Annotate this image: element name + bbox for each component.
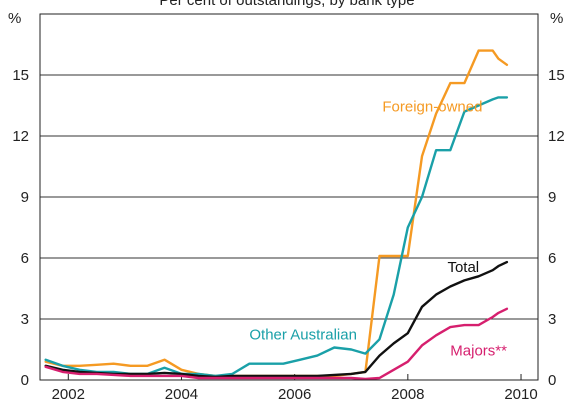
- right-axis-unit: %: [550, 10, 563, 27]
- x-tick-label: 2004: [165, 386, 198, 403]
- y-tick-label-left: 15: [12, 67, 29, 84]
- x-tick-label: 2008: [391, 386, 424, 403]
- y-tick-label-right: 6: [548, 250, 556, 267]
- y-tick-label-right: 0: [548, 372, 556, 389]
- x-tick-label: 2002: [52, 386, 85, 403]
- chart-subtitle: Per cent of outstandings, by bank type: [159, 0, 414, 9]
- series-label-other-australian: Other Australian: [249, 326, 357, 343]
- series-line-total: [44, 260, 509, 379]
- y-tick-label-left: 6: [21, 250, 29, 267]
- y-tick-label-left: 0: [21, 372, 29, 389]
- series-labels: Foreign-owned Other Australian Total Majors…: [249, 99, 507, 360]
- series-label-majors: Majors**: [450, 343, 507, 360]
- left-y-tick-labels: 0 3 6 9 12 15: [12, 67, 29, 389]
- series-line-majors: [44, 307, 509, 381]
- series-label-total: Total: [447, 259, 479, 276]
- y-tick-label-right: 15: [548, 67, 565, 84]
- series-lines: [44, 49, 509, 381]
- y-tick-label-left: 9: [21, 189, 29, 206]
- left-axis-unit: %: [8, 10, 21, 27]
- y-tick-label-right: 12: [548, 128, 565, 145]
- right-y-tick-labels: 0 3 6 9 12 15: [548, 67, 565, 389]
- y-tick-label-right: 9: [548, 189, 556, 206]
- series-label-foreign-owned: Foreign-owned: [382, 99, 482, 116]
- y-tick-label-right: 3: [548, 311, 556, 328]
- x-tick-label: 2006: [278, 386, 311, 403]
- plot-frame: [39, 13, 539, 381]
- x-tick-label: 2010: [504, 386, 537, 403]
- y-tick-label-left: 12: [12, 128, 29, 145]
- y-tick-label-left: 3: [21, 311, 29, 328]
- x-tick-labels: 2002 2004 2006 2008 2010: [52, 374, 538, 403]
